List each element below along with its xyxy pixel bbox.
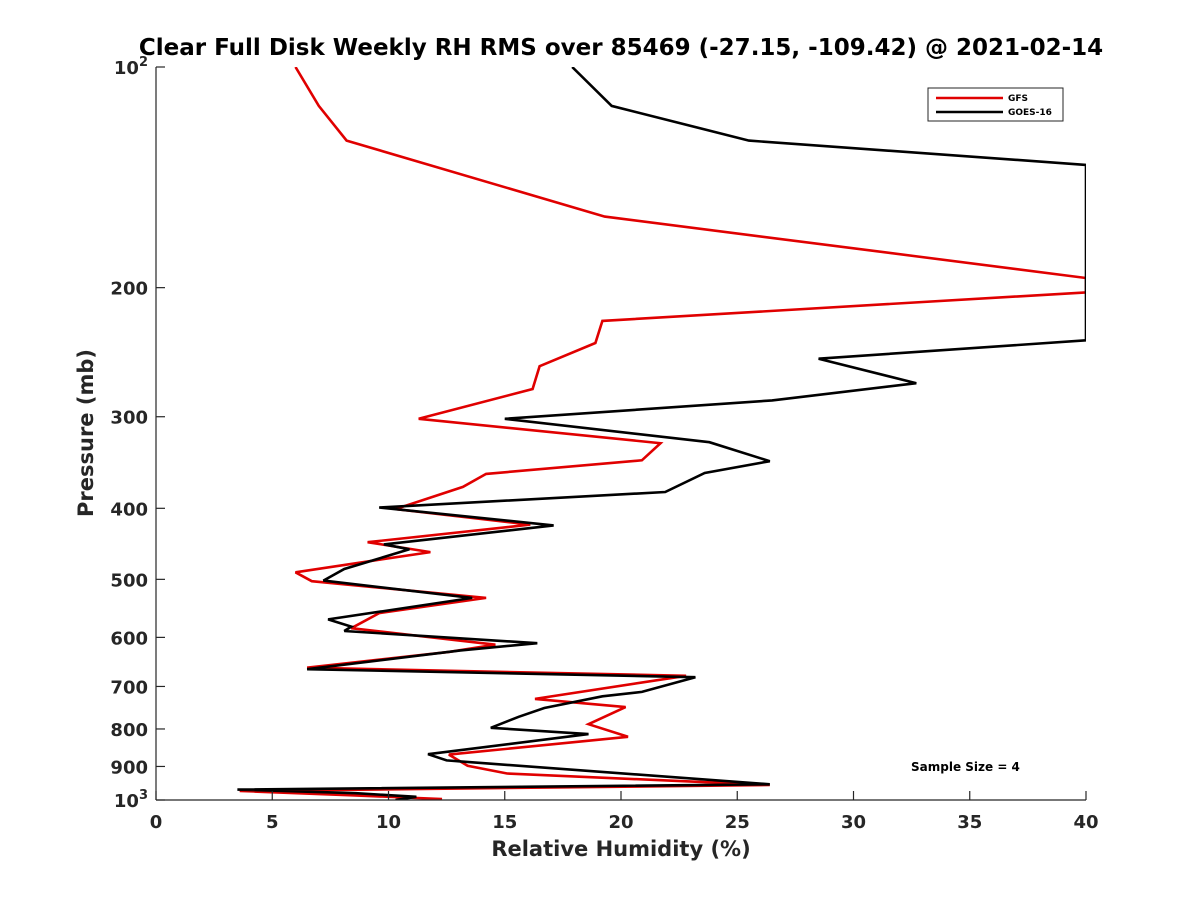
legend-entries: GFS GOES-16: [936, 94, 1052, 118]
y-tick-label: 900: [110, 757, 148, 778]
legend: GFS GOES-16: [927, 87, 1064, 122]
y-tick-label: 500: [110, 570, 148, 591]
x-tick-label: 5: [266, 812, 279, 833]
legend-box: [927, 87, 1064, 122]
legend-label: GOES-16: [1008, 108, 1052, 118]
y-tick-label: 300: [110, 408, 148, 429]
y-tick-label: 800: [110, 720, 148, 741]
series-line-gfs: [239, 67, 1086, 800]
x-ticks: 0 5 10 15 20 25 30 35 40: [150, 791, 1099, 833]
y-tick-label: 400: [110, 499, 148, 520]
x-tick-label: 35: [957, 812, 982, 833]
y-tick-label: 102: [114, 55, 148, 79]
series-line-goes-16: [237, 67, 1086, 800]
x-tick-label: 40: [1073, 812, 1098, 833]
x-tick-label: 20: [608, 812, 633, 833]
x-tick-label: 0: [150, 812, 163, 833]
plot-area: 0 5 10 15 20 25 30 35 40 102 200 300 400 500 600 700 80…: [110, 55, 1098, 833]
chart-title: Clear Full Disk Weekly RH RMS over 85469…: [139, 35, 1103, 61]
x-tick-label: 25: [725, 812, 750, 833]
x-tick-label: 10: [376, 812, 401, 833]
series-layer: [237, 67, 1086, 800]
y-tick-label: 700: [110, 677, 148, 698]
axes-layer: [155, 67, 1086, 801]
legend-label: GFS: [1008, 94, 1028, 104]
y-tick-label: 103: [114, 788, 148, 812]
y-tick-label: 600: [110, 628, 148, 649]
x-axis-label: Relative Humidity (%): [491, 837, 750, 861]
sample-size-annotation: Sample Size = 4: [911, 760, 1020, 774]
y-axis-label: Pressure (mb): [74, 349, 98, 517]
x-tick-label: 30: [841, 812, 866, 833]
y-tick-label: 200: [110, 279, 148, 300]
x-tick-label: 15: [492, 812, 517, 833]
y-ticks: 102 200 300 400 500 600 700 800 900 103: [110, 55, 165, 812]
